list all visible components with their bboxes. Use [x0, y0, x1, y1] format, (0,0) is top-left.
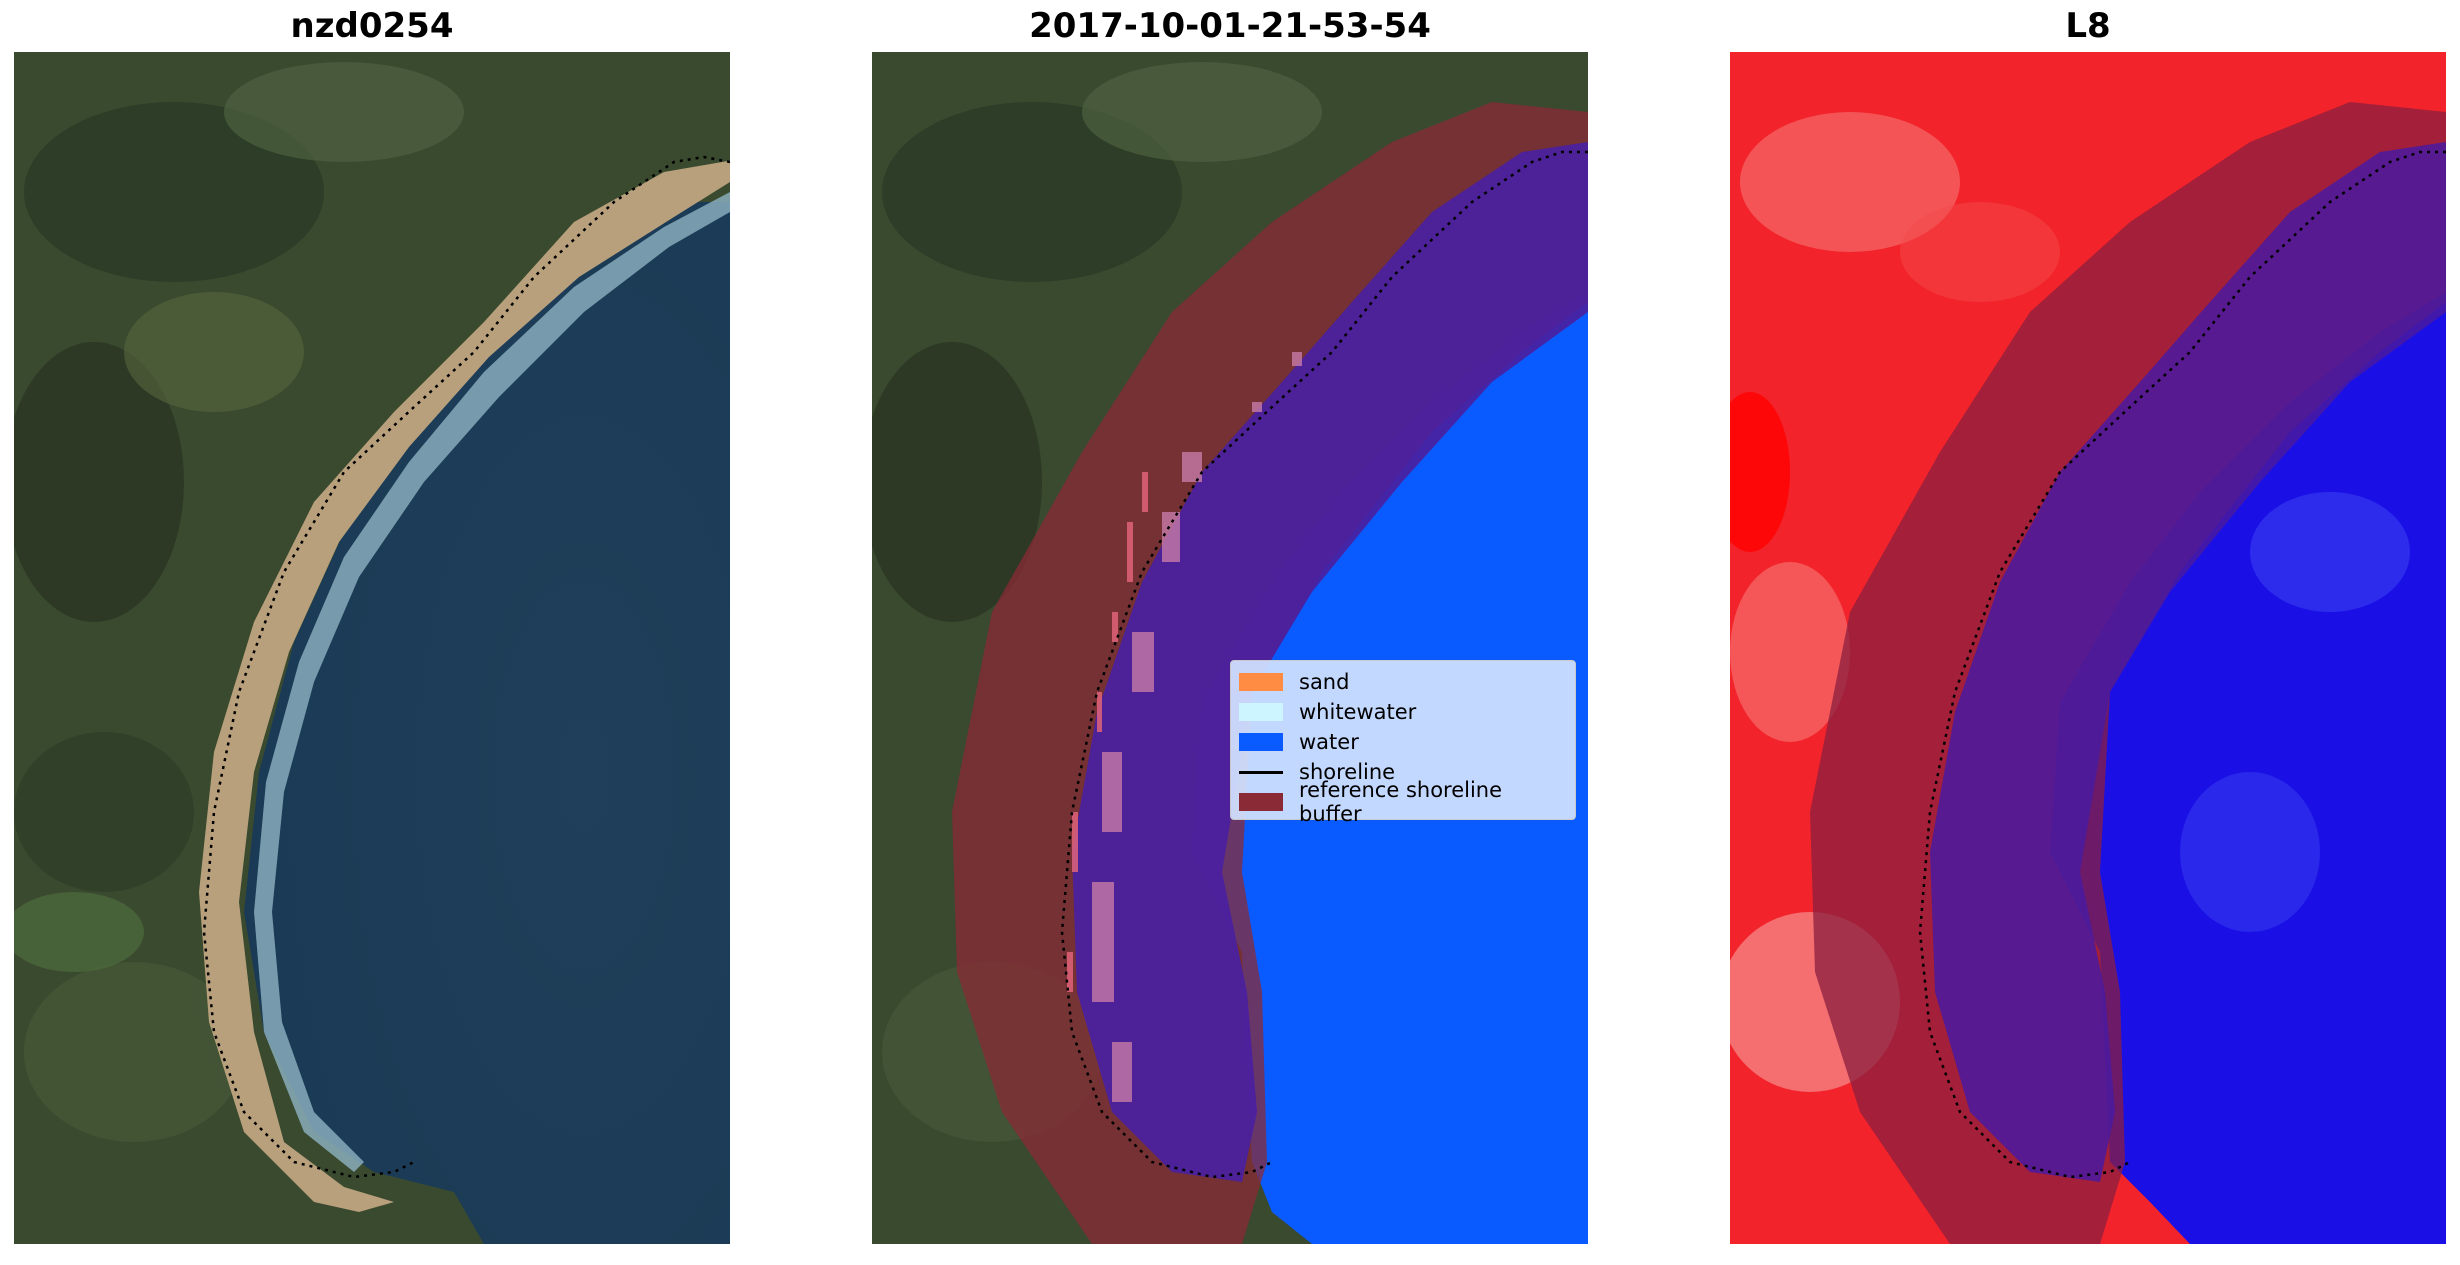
legend-item-sand: sand [1239, 667, 1567, 697]
legend: sand whitewater water shoreline referenc… [1230, 660, 1576, 826]
whitewater-swatch [1239, 703, 1283, 721]
satellite-image-panel [14, 52, 730, 1244]
legend-item-whitewater: whitewater [1239, 697, 1567, 727]
index-panel [1730, 52, 2446, 1244]
legend-item-water: water [1239, 727, 1567, 757]
shoreline-swatch [1239, 770, 1283, 774]
water-swatch [1239, 733, 1283, 751]
index-image [1730, 52, 2446, 1244]
satellite-image [14, 52, 730, 1244]
legend-label: sand [1299, 670, 1350, 694]
legend-label: shoreline [1299, 760, 1396, 784]
shoreline-line [202, 155, 730, 1179]
panel-title-satellite: nzd0254 [290, 6, 454, 46]
legend-item-buffer: reference shoreline buffer [1239, 778, 1567, 826]
buffer-swatch [1239, 793, 1283, 811]
classification-panel [872, 52, 1588, 1244]
panel-title-classification: 2017-10-01-21-53-54 [1029, 6, 1431, 46]
legend-label: whitewater [1299, 700, 1417, 724]
classification-image [872, 52, 1588, 1244]
legend-label: reference shoreline buffer [1299, 778, 1503, 826]
sand-swatch [1239, 673, 1283, 691]
legend-label: water [1299, 730, 1359, 754]
panel-title-index: L8 [2065, 6, 2111, 46]
legend-item-shoreline: shoreline [1239, 757, 1567, 787]
